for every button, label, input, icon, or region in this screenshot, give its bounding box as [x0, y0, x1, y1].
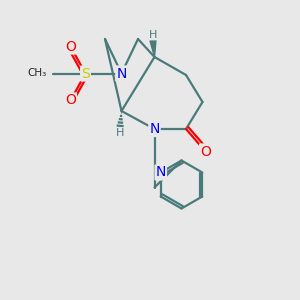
Text: O: O — [65, 40, 76, 53]
Text: S: S — [81, 67, 90, 80]
Text: H: H — [149, 29, 157, 40]
Text: O: O — [65, 94, 76, 107]
Text: CH₃: CH₃ — [28, 68, 47, 79]
Text: H: H — [116, 128, 124, 139]
Text: O: O — [200, 145, 211, 158]
Text: N: N — [149, 122, 160, 136]
Text: N: N — [116, 67, 127, 80]
Text: N: N — [155, 166, 166, 179]
Polygon shape — [150, 40, 156, 57]
